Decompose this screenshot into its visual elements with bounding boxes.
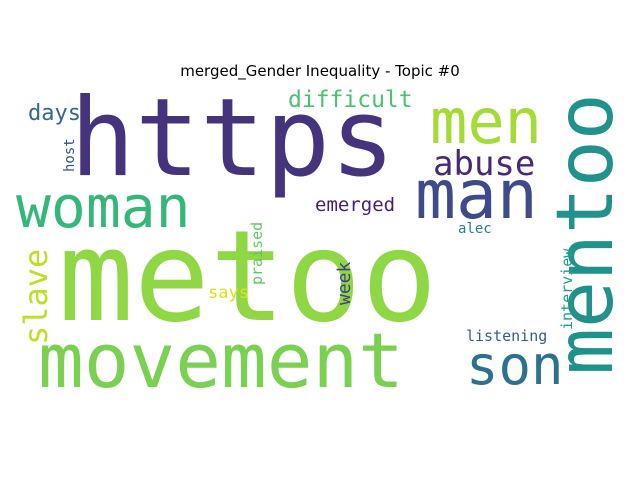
- word-slave: slave: [17, 249, 55, 345]
- word-son: son: [466, 334, 564, 397]
- word-man: man: [415, 156, 538, 235]
- word-https: https: [70, 76, 395, 201]
- word-interview: interview: [558, 248, 576, 330]
- word-woman: woman: [16, 173, 191, 241]
- word-listening: listening: [466, 327, 547, 345]
- word-says: says: [208, 283, 249, 303]
- word-abuse: abuse: [433, 144, 535, 184]
- word-movement: movement: [38, 316, 404, 405]
- word-days: days: [28, 101, 81, 126]
- word-alec: alec: [458, 221, 492, 237]
- word-mentoo: mentoo: [541, 93, 631, 375]
- word-praised: praised: [248, 222, 266, 285]
- word-men: men: [430, 85, 542, 158]
- word-difficult: difficult: [288, 87, 413, 113]
- word-emerged: emerged: [315, 194, 395, 216]
- word-week: week: [334, 261, 355, 305]
- chart-title: merged_Gender Inequality - Topic #0: [180, 62, 460, 80]
- word-metoo: metoo: [58, 203, 437, 350]
- word-host: host: [62, 138, 78, 172]
